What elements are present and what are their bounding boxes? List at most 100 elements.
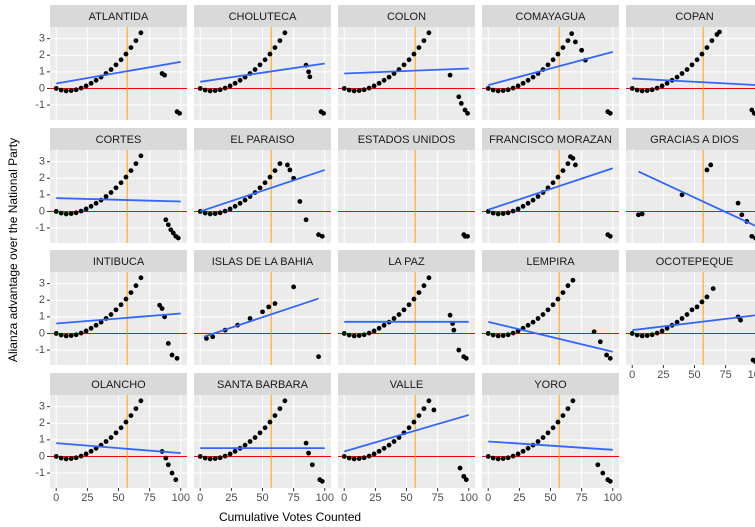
point [555,174,561,180]
fit-line [199,169,326,213]
point [247,439,253,444]
strip-title: LEMPIRA [526,256,575,268]
point [386,442,392,448]
point [356,456,362,462]
point [123,419,129,425]
point [88,203,94,209]
point [674,319,680,325]
point [570,277,576,283]
strip-title: ATLANTIDA [89,11,149,23]
point [461,473,467,479]
point [356,333,362,339]
point [175,235,181,241]
point [346,455,352,461]
point [634,332,640,338]
point [485,454,491,459]
point [555,296,561,302]
point [699,299,705,305]
point [649,87,655,93]
point [579,47,585,53]
point [465,110,470,116]
strip-title: ISLAS DE LA BAHIA [212,256,314,268]
fit-line [344,67,469,75]
y-tick-label: -1 [35,99,45,111]
point [165,222,171,228]
point [490,87,496,93]
strip-title: OLANCHO [91,379,146,391]
point [607,355,613,361]
point [639,211,645,217]
point [217,455,223,461]
point [545,430,551,436]
strip [626,5,755,27]
point [173,477,179,483]
panel-marks [194,27,331,120]
point [462,107,468,113]
strip-title: COMAYAGUA [516,11,587,23]
point [525,200,531,206]
point [68,211,74,217]
point [237,200,243,206]
point [113,185,119,191]
y-tick-label: 0 [39,450,45,462]
point [356,88,362,94]
point [674,74,680,80]
point [169,470,175,476]
point [654,85,660,91]
point [159,306,165,311]
point [738,317,743,323]
point [133,283,139,289]
point [530,74,536,80]
point [202,87,208,93]
point [212,88,218,94]
point [58,455,64,461]
strip [482,250,619,272]
strip-title: CHOLUTECA [229,11,298,23]
point [600,470,606,476]
point [207,211,213,217]
point [242,442,248,448]
point [505,210,511,216]
x-tick-label: 0 [53,492,59,504]
point [83,451,89,457]
point [68,333,74,339]
point [565,406,571,412]
point [177,110,182,116]
point [341,454,347,459]
point [569,31,575,37]
point [710,286,716,292]
point [411,296,417,302]
point [232,203,238,209]
point [573,162,578,168]
point [456,94,462,100]
point [366,453,372,459]
point [366,85,372,91]
point [165,341,171,346]
point [346,332,352,338]
point [416,45,422,50]
x-tick-label: 75 [432,492,444,504]
panel-marks [482,395,619,488]
point [351,456,357,462]
x-tick-label: 50 [688,369,700,381]
point [371,83,377,89]
point [306,69,311,75]
point [679,316,685,321]
y-tick-label: 0 [39,205,45,217]
point [634,87,640,93]
point [361,332,367,338]
point [73,332,79,338]
panel-marks [50,150,187,243]
fit-line [343,414,470,453]
point [485,86,491,91]
point [426,275,432,281]
point [88,80,94,86]
panel-marks [50,272,187,365]
point [113,62,119,68]
point [371,328,377,334]
point [573,39,578,45]
point [212,211,218,217]
point [381,77,387,83]
point [277,161,283,167]
point [406,57,412,63]
